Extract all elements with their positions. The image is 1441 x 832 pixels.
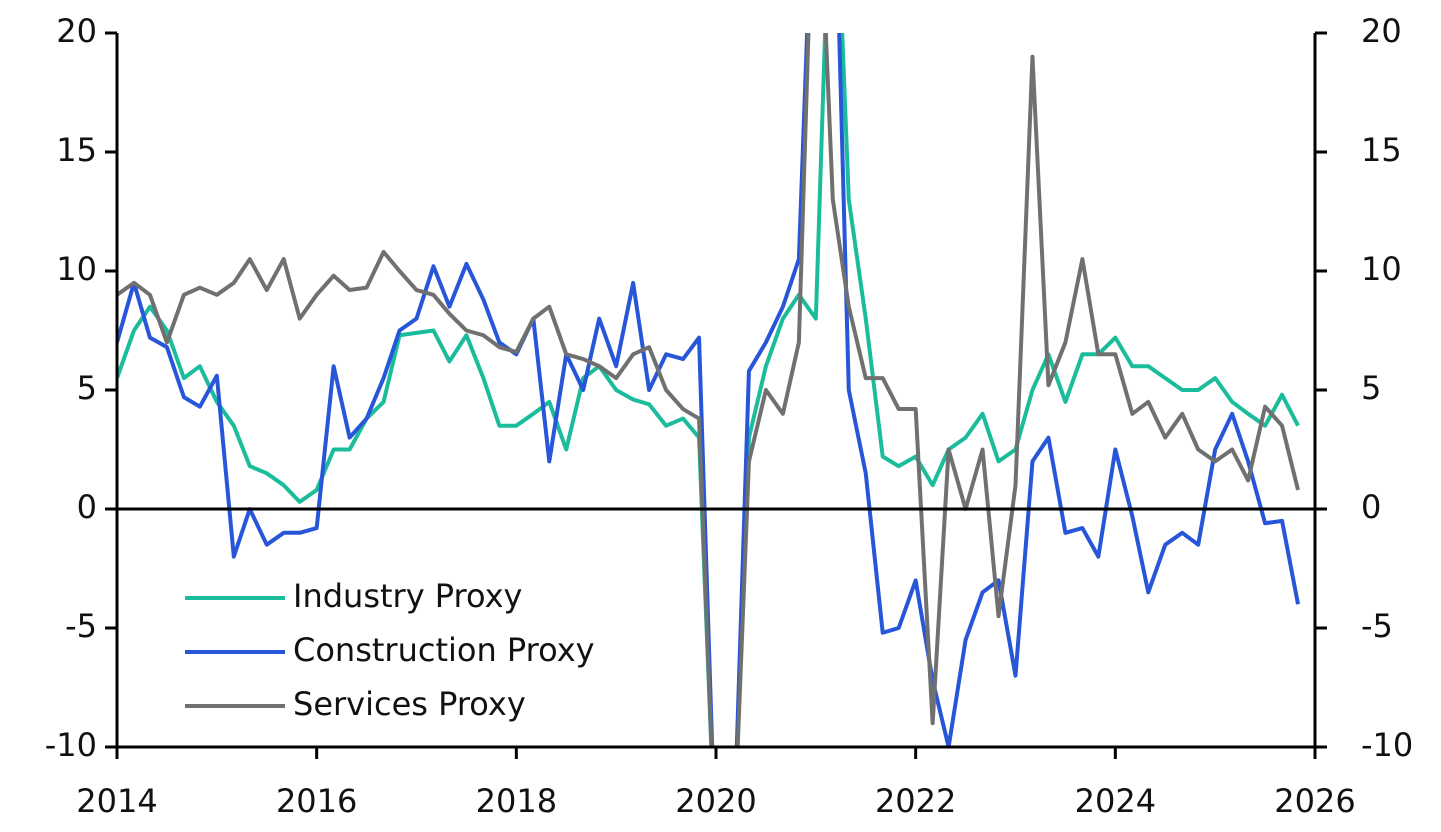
y-tick-label: 20 xyxy=(56,12,97,50)
y-tick-label: 10 xyxy=(56,250,97,288)
x-tick-label: 2020 xyxy=(675,782,756,820)
y2-tick-label: 0 xyxy=(1361,488,1381,526)
series-line xyxy=(117,33,1300,747)
legend: Industry Proxy Construction Proxy Services… xyxy=(185,577,595,723)
x-tick-label: 2016 xyxy=(276,782,357,820)
legend-label: Industry Proxy xyxy=(293,577,522,615)
legend-label: Construction Proxy xyxy=(293,631,595,669)
y-tick-label: 0 xyxy=(77,488,97,526)
y2-tick-label: -5 xyxy=(1361,607,1393,645)
y2-tick-label: -10 xyxy=(1361,726,1413,764)
x-tick-label: 2022 xyxy=(875,782,956,820)
y-tick-label: -5 xyxy=(65,607,97,645)
y2-tick-label: 5 xyxy=(1361,369,1381,407)
y2-tick-label: 15 xyxy=(1361,131,1402,169)
x-tick-label: 2026 xyxy=(1274,782,1355,820)
y2-tick-label: 20 xyxy=(1361,12,1402,50)
x-tick-label: 2014 xyxy=(76,782,157,820)
x-tick-label: 2018 xyxy=(476,782,557,820)
y-tick-label: 15 xyxy=(56,131,97,169)
y2-tick-label: 10 xyxy=(1361,250,1402,288)
y-tick-label: 5 xyxy=(77,369,97,407)
y-tick-label: -10 xyxy=(45,726,97,764)
x-tick-label: 2024 xyxy=(1075,782,1156,820)
lines xyxy=(117,33,1300,747)
legend-label: Services Proxy xyxy=(293,685,526,723)
